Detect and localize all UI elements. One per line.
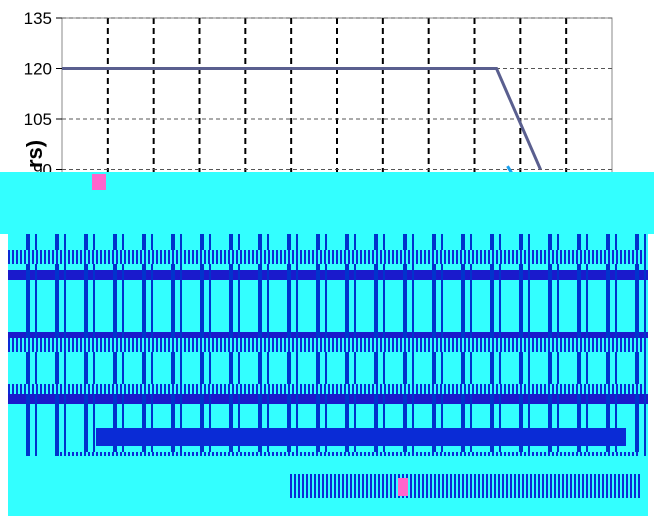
y-tick-label: 120 [24,60,52,79]
corruption-stripe-row-2 [8,338,648,352]
corruption-dark-bar [96,428,626,446]
y-axis-label: rs) [22,140,47,168]
series-line-1 [62,67,542,171]
corruption-pink-fleck-1 [398,478,408,496]
corruption-pink-fleck-2 [92,174,106,190]
corruption-stripe-row-3 [8,384,648,394]
corruption-stripe-row-5 [290,474,640,498]
y-tick-label: 105 [24,110,52,129]
y-tick-label: 135 [24,9,52,28]
corruption-stripe-row-1 [8,250,648,264]
corruption-band-top [0,172,654,234]
